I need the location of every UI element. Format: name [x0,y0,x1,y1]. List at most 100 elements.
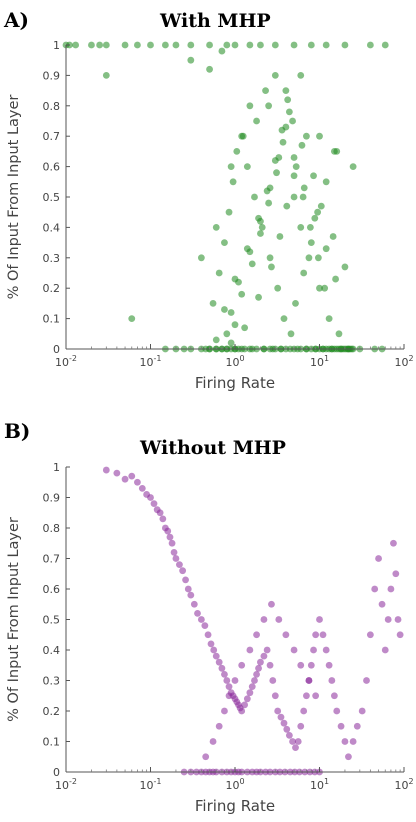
data-point [341,263,349,271]
data-point [375,555,382,562]
data-point [246,102,254,110]
y-tick-label: 0.1 [43,313,61,326]
data-point [396,631,404,639]
data-point [298,141,306,149]
x-tick-label: 10-1 [140,354,162,369]
data-point [262,87,269,94]
data-point [371,585,379,593]
y-tick-label: 0.4 [43,221,61,234]
data-point [266,254,274,262]
data-point [253,631,260,639]
data-point [266,661,274,669]
data-point [290,172,298,180]
data-point [227,309,235,316]
panel-letter: A) [4,8,29,32]
y-tick-label: 0.3 [43,252,61,265]
data-point [248,260,256,268]
data-point [221,707,228,715]
data-point [170,549,178,556]
y-tick-label: 0.7 [43,130,61,143]
data-point [363,677,370,684]
data-point [257,230,264,237]
data-point [102,41,110,49]
data-point [229,178,237,186]
data-point [257,658,264,666]
y-tick-label: 0.9 [43,69,61,82]
data-point [297,722,305,730]
x-tick-label: 100 [225,354,244,369]
data-point [345,753,352,761]
data-point [227,163,235,171]
data-point [325,315,333,322]
data-point [335,330,343,338]
data-point [333,148,341,155]
data-point [390,539,397,547]
data-point [197,254,205,262]
x-tick-label: 10-2 [55,354,77,369]
data-point [206,65,213,73]
data-point [184,585,192,593]
data-point [218,664,226,672]
data-point [207,640,215,648]
data-point [246,646,254,654]
data-point [221,671,228,678]
data-point [280,719,288,727]
data-point [271,692,279,700]
data-point [204,631,212,639]
y-tick-label: 0.1 [43,736,61,749]
data-point [190,600,198,608]
data-point [251,193,258,201]
data-point [223,330,231,338]
data-point [168,539,176,547]
data-point [121,41,129,49]
data-point [280,315,288,322]
data-point [102,466,110,474]
data-point [187,591,195,599]
data-point [231,275,239,283]
data-point [282,123,290,131]
x-tick-label: 102 [394,777,413,792]
data-point [274,707,282,715]
data-point [147,41,154,49]
data-point [307,239,315,247]
data-point [210,646,218,654]
data-point [201,622,209,629]
data-point [243,695,251,703]
data-point [279,138,287,146]
y-tick-label: 0.8 [43,100,61,113]
y-tick-label: 1 [53,39,60,52]
data-point [297,224,305,231]
data-point [294,738,302,745]
data-point [299,193,307,201]
data-point [358,707,366,715]
data-point [292,744,299,751]
data-point [255,214,262,222]
y-tick-label: 0.8 [43,522,61,535]
data-point [349,163,357,171]
data-point [215,269,223,277]
data-point [341,738,349,745]
data-point [260,652,268,660]
data-point [88,41,95,49]
x-tick-label: 100 [225,777,244,792]
data-point [312,692,320,700]
y-tick-label: 0.4 [43,644,61,657]
data-point [239,132,247,140]
y-tick-label: 0.9 [43,492,61,505]
data-point [231,41,239,49]
data-point [243,163,251,171]
data-point [325,661,333,669]
data-point [394,616,402,623]
data-point [243,245,251,253]
data-point [113,469,121,477]
data-point [292,300,299,307]
data-point [218,47,226,55]
data-point [238,290,246,298]
data-point [215,658,223,666]
data-point [290,646,298,654]
data-point [384,616,392,623]
data-point [316,616,323,623]
data-point [273,169,280,177]
y-axis-label: % Of Input From Input Layer [6,95,22,300]
data-point [253,117,260,125]
